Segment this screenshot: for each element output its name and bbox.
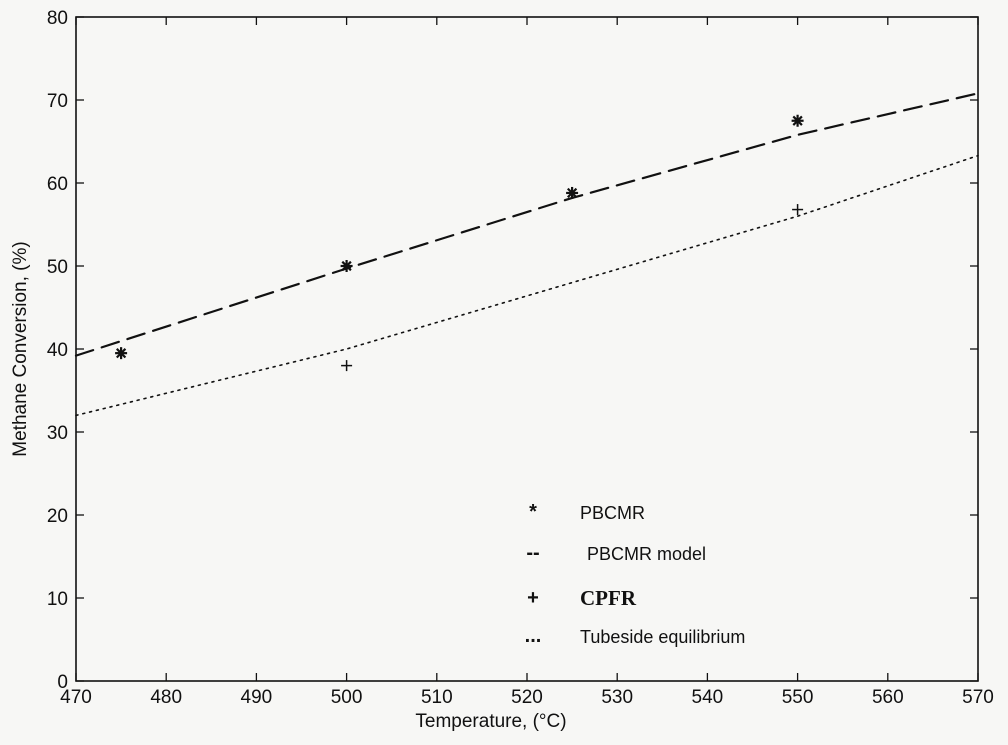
legend-label: CPFR (580, 586, 637, 610)
x-tick-label: 570 (962, 687, 994, 708)
series-tubeside-equilibrium (75, 154, 979, 417)
x-tick-label: 500 (331, 687, 363, 708)
y-tick-label: 70 (47, 91, 68, 112)
x-tick-label: 560 (872, 687, 904, 708)
y-tick-label: 60 (47, 174, 68, 195)
data-point (340, 260, 353, 272)
series-pbcmr-model (74, 92, 980, 357)
x-tick-label: 540 (692, 687, 724, 708)
data-point (792, 204, 804, 216)
y-tick-label: 40 (47, 340, 68, 361)
y-tick-label: 80 (47, 8, 68, 29)
data-point (791, 114, 804, 127)
legend-symbol: * (529, 501, 537, 523)
data-point (341, 360, 353, 372)
series-line (74, 92, 980, 357)
legend-item: * PBCMR (529, 501, 645, 523)
plot-frame (75, 16, 979, 682)
series-line (75, 154, 979, 417)
legend-symbol: + (527, 587, 539, 609)
y-tick-label: 0 (57, 672, 68, 693)
data-point (115, 347, 128, 360)
y-axis-title: Methane Conversion, (%) (10, 241, 31, 456)
x-axis-title: Temperature, (°C) (415, 711, 566, 732)
x-tick-label: 520 (511, 687, 543, 708)
legend: * PBCMR -- PBCMR model + CPFR... Tubeside equi… (525, 501, 746, 647)
x-tick-label: 550 (782, 687, 814, 708)
y-tick-label: 10 (47, 589, 68, 610)
x-tick-label: 490 (241, 687, 273, 708)
series-layer (74, 92, 980, 417)
y-tick-label: 30 (47, 423, 68, 444)
legend-symbol: ... (525, 625, 542, 647)
legend-item: -- PBCMR model (526, 542, 706, 564)
series-cpfr (341, 204, 804, 372)
x-tick-label: 470 (60, 687, 92, 708)
x-tick-label: 510 (421, 687, 453, 708)
axes-layer: 470 480 490 500 510 520 530 540 550 560 570 0 10 20 30… (47, 8, 994, 708)
legend-item: ... Tubeside equilibrium (525, 625, 746, 647)
legend-item: + CPFR (527, 586, 637, 610)
y-tick-label: 20 (47, 506, 68, 527)
legend-label: PBCMR model (587, 544, 706, 564)
x-tick-label: 480 (150, 687, 182, 708)
legend-label: PBCMR (580, 503, 645, 523)
legend-label: Tubeside equilibrium (580, 627, 745, 647)
series-pbcmr (115, 114, 804, 360)
x-tick-label: 530 (601, 687, 633, 708)
legend-symbol: -- (526, 542, 539, 564)
y-tick-label: 50 (47, 257, 68, 278)
